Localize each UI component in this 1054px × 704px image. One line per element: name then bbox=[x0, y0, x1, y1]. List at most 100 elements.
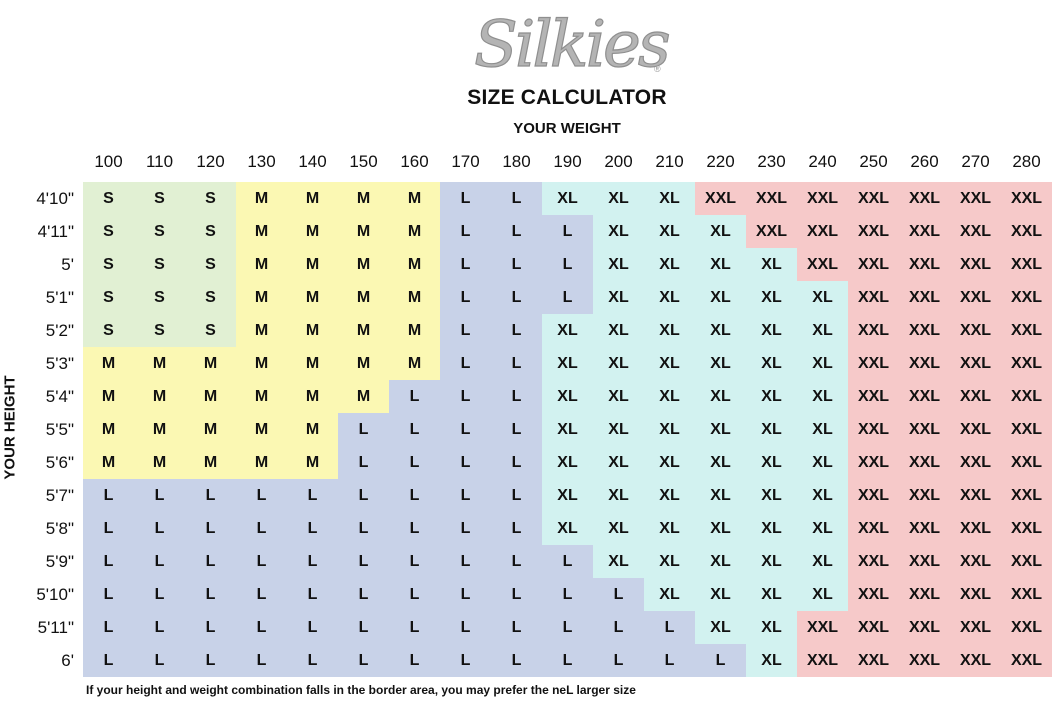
size-cell: XL bbox=[593, 479, 644, 512]
size-cell: XXL bbox=[950, 182, 1001, 215]
size-cell: L bbox=[491, 281, 542, 314]
size-cell: XXL bbox=[848, 479, 899, 512]
weight-tick-label: 110 bbox=[145, 152, 174, 171]
size-cell: XL bbox=[746, 644, 797, 677]
size-cell: L bbox=[542, 215, 593, 248]
size-cell: XXL bbox=[899, 644, 950, 677]
size-cell: M bbox=[134, 380, 185, 413]
size-cell: L bbox=[134, 644, 185, 677]
weight-tick-label: 260 bbox=[910, 152, 939, 171]
size-cell: L bbox=[185, 545, 236, 578]
size-cell: L bbox=[134, 578, 185, 611]
size-cell: M bbox=[236, 215, 287, 248]
size-cell: S bbox=[185, 248, 236, 281]
size-cell: M bbox=[338, 281, 389, 314]
size-cell: L bbox=[440, 380, 491, 413]
size-cell: M bbox=[287, 380, 338, 413]
size-cell: XL bbox=[542, 512, 593, 545]
size-cell: XXL bbox=[1001, 479, 1052, 512]
size-cell: M bbox=[338, 248, 389, 281]
size-cell: M bbox=[287, 446, 338, 479]
size-cell: XXL bbox=[848, 413, 899, 446]
size-cell: XL bbox=[542, 413, 593, 446]
size-cell: L bbox=[287, 611, 338, 644]
size-cell: XL bbox=[593, 248, 644, 281]
size-cell: XXL bbox=[1001, 413, 1052, 446]
size-cell: M bbox=[236, 182, 287, 215]
size-cell: XL bbox=[746, 611, 797, 644]
height-tick-label: 5'7" bbox=[45, 486, 74, 505]
size-cell: XL bbox=[746, 380, 797, 413]
size-cell: L bbox=[440, 347, 491, 380]
size-cell: L bbox=[389, 413, 440, 446]
size-cell: M bbox=[338, 182, 389, 215]
size-cell: XXL bbox=[950, 611, 1001, 644]
size-cell: XXL bbox=[899, 380, 950, 413]
size-cell: XL bbox=[746, 545, 797, 578]
size-cell: L bbox=[338, 545, 389, 578]
weight-tick-label: 220 bbox=[706, 152, 735, 171]
size-cell: L bbox=[83, 611, 134, 644]
size-cell: L bbox=[440, 545, 491, 578]
size-cell: M bbox=[287, 281, 338, 314]
height-tick-label: 6' bbox=[61, 651, 74, 670]
size-cell: M bbox=[389, 215, 440, 248]
size-cell: L bbox=[491, 644, 542, 677]
size-cell: L bbox=[542, 545, 593, 578]
height-tick-label: 4'11" bbox=[37, 222, 74, 241]
size-cell: M bbox=[236, 347, 287, 380]
size-cell: XXL bbox=[1001, 446, 1052, 479]
size-cell: XL bbox=[746, 281, 797, 314]
size-cell: M bbox=[83, 446, 134, 479]
size-cell: XL bbox=[542, 380, 593, 413]
size-cell: M bbox=[389, 248, 440, 281]
size-cell: L bbox=[134, 611, 185, 644]
height-tick-label: 5'3" bbox=[45, 354, 74, 373]
size-cell: XXL bbox=[1001, 215, 1052, 248]
size-cell: XL bbox=[644, 479, 695, 512]
size-cell: L bbox=[389, 380, 440, 413]
size-cell: XL bbox=[593, 314, 644, 347]
weight-tick-label: 270 bbox=[961, 152, 990, 171]
size-cell: L bbox=[185, 512, 236, 545]
size-cell: XXL bbox=[899, 578, 950, 611]
size-cell: XL bbox=[746, 413, 797, 446]
size-cell: S bbox=[83, 314, 134, 347]
size-cell: XXL bbox=[899, 545, 950, 578]
size-cell: M bbox=[287, 314, 338, 347]
size-cell: M bbox=[236, 380, 287, 413]
size-cell: XXL bbox=[848, 182, 899, 215]
size-cell: XL bbox=[593, 446, 644, 479]
size-cell: XXL bbox=[1001, 380, 1052, 413]
size-cell: M bbox=[185, 380, 236, 413]
size-cell: L bbox=[338, 479, 389, 512]
size-cell: XXL bbox=[899, 446, 950, 479]
size-cell: M bbox=[287, 182, 338, 215]
size-cell: L bbox=[236, 512, 287, 545]
size-cell: XL bbox=[644, 578, 695, 611]
size-cell: XL bbox=[746, 512, 797, 545]
size-cell: L bbox=[440, 314, 491, 347]
size-cell: L bbox=[389, 512, 440, 545]
registered-mark: ® bbox=[654, 64, 661, 74]
size-cell: L bbox=[287, 578, 338, 611]
weight-tick-label: 230 bbox=[757, 152, 786, 171]
size-cell: XXL bbox=[950, 281, 1001, 314]
weight-tick-label: 130 bbox=[247, 152, 276, 171]
height-tick-label: 5'5" bbox=[45, 420, 74, 439]
size-cell: XXL bbox=[1001, 347, 1052, 380]
weight-tick-label: 140 bbox=[298, 152, 327, 171]
size-cell: XL bbox=[644, 314, 695, 347]
size-cell: XL bbox=[797, 545, 848, 578]
size-cell: L bbox=[236, 545, 287, 578]
size-cell: XL bbox=[644, 413, 695, 446]
size-cell: S bbox=[185, 182, 236, 215]
size-cell: L bbox=[236, 644, 287, 677]
size-cell: XL bbox=[695, 611, 746, 644]
size-cell: XXL bbox=[950, 446, 1001, 479]
size-cell: XXL bbox=[899, 182, 950, 215]
size-cell: S bbox=[83, 182, 134, 215]
size-cell: L bbox=[389, 578, 440, 611]
weight-tick-label: 210 bbox=[655, 152, 684, 171]
size-cell: XL bbox=[542, 446, 593, 479]
